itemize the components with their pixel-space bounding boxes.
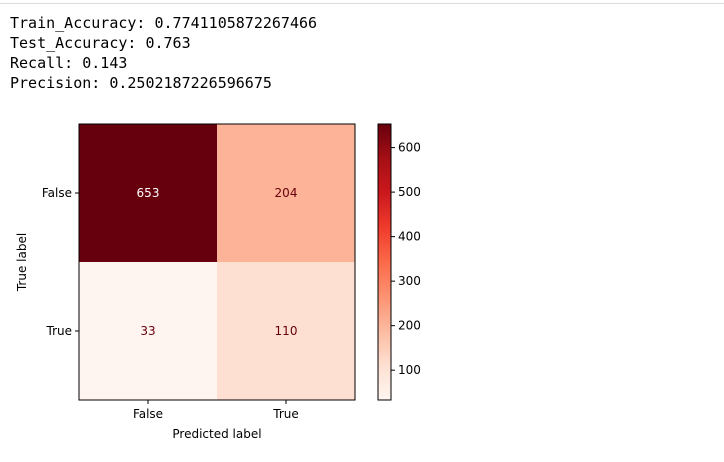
colorbar-tick-label: 600 xyxy=(398,141,421,155)
x-tick-label: True xyxy=(272,407,299,421)
colorbar-tick-label: 200 xyxy=(398,319,421,333)
colorbar-tick-label: 400 xyxy=(398,230,421,244)
x-axis-label: Predicted label xyxy=(172,427,261,441)
heatmap-cell xyxy=(217,124,355,262)
heatmap-frame xyxy=(78,123,356,401)
cell-value-label: 33 xyxy=(140,324,155,338)
y-tick-label: True xyxy=(46,324,73,338)
heatmap-cell xyxy=(79,124,217,262)
cell-value-label: 110 xyxy=(275,324,298,338)
y-tick-label: False xyxy=(42,186,72,200)
cell-value-label: 204 xyxy=(275,186,298,200)
heatmap-cell xyxy=(79,262,217,400)
colorbar-tick-label: 100 xyxy=(398,363,421,377)
precision-line: Precision: 0.2502187226596675 xyxy=(10,74,272,92)
x-tick-label: False xyxy=(133,407,163,421)
colorbar-tick-label: 300 xyxy=(398,274,421,288)
cell-value-label: 653 xyxy=(137,186,160,200)
heatmap-cells: 653 204 33 110 xyxy=(79,124,355,400)
colorbar-tick-label: 500 xyxy=(398,185,421,199)
heatmap-cell xyxy=(217,262,355,400)
test-accuracy-line: Test_Accuracy: 0.763 xyxy=(10,34,191,52)
recall-line: Recall: 0.143 xyxy=(10,54,128,72)
colorbar-ticks: 100 200 300 400 500 600 xyxy=(391,141,421,377)
cell-output-text: Train_Accuracy: 0.7741105872267466 Test_A… xyxy=(10,13,317,93)
x-axis-ticks: False True xyxy=(133,400,299,421)
cell-top-border xyxy=(0,0,724,4)
colorbar xyxy=(377,123,392,401)
train-accuracy-line: Train_Accuracy: 0.7741105872267466 xyxy=(10,14,318,32)
y-axis-ticks: False True xyxy=(42,186,79,338)
y-axis-label: True label xyxy=(15,233,29,292)
